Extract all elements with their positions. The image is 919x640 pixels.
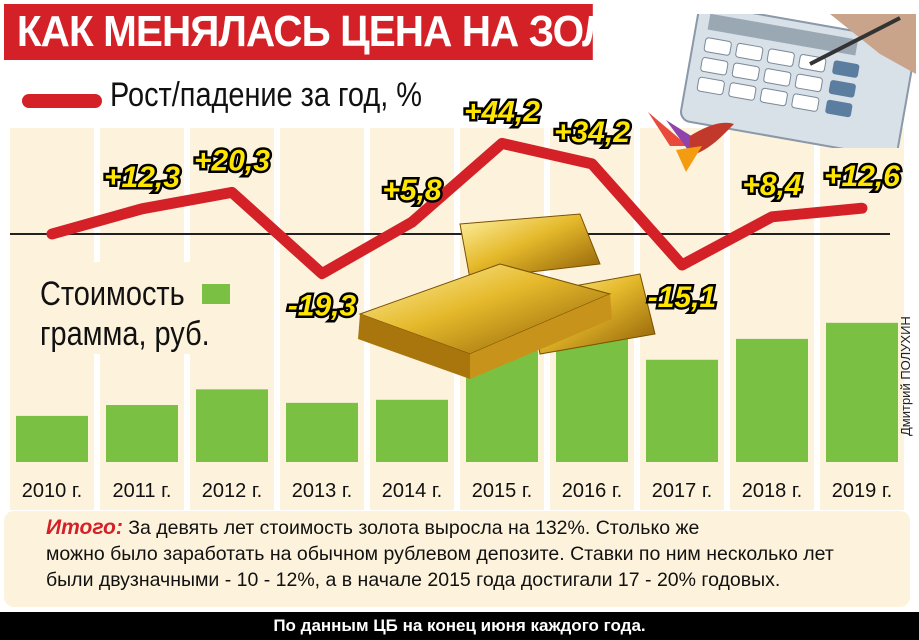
percent-label: +44,2 [464,95,540,128]
author-credit: Дмитрий ПОЛУХИН [898,316,913,436]
legend-line-label: Рост/падение за год, % [110,76,422,114]
x-tick-label: 2017 г. [652,480,712,502]
percent-label: +20,3 [194,144,270,177]
summary-line-1: За девять лет стоимость золота выросла н… [128,517,700,539]
bird-logo-icon [648,112,734,172]
summary-lead: Итого: [46,516,123,539]
summary-note: Итого: За девять лет стоимость золота вы… [4,511,910,607]
percent-labels: +12,3 +20,3 -19,3 +5,8 +44,2 +34,2 -15,1 +8,4 +1… [102,93,903,325]
legend-bar-box [26,262,216,354]
price-bar [106,405,178,462]
price-bar [826,322,898,462]
legend-line-swatch [22,94,102,108]
x-tick-label: 2012 г. [202,480,262,502]
percent-label: +8,4 [742,169,802,202]
price-bar [196,389,268,462]
x-tick-label: 2016 г. [562,480,622,502]
x-tick-label: 2013 г. [292,480,352,502]
calculator-icon [680,14,916,148]
percent-label: -15,1 [648,281,716,314]
summary-line-3: были двузначными - 10 - 12%, а в начале … [46,569,781,591]
source-footer: По данным ЦБ на конец июня каждого года. [0,612,919,640]
page-title: КАК МЕНЯЛАСЬ ЦЕНА НА ЗОЛОТО [4,4,695,60]
x-tick-label: 2010 г. [22,480,82,502]
price-bar [646,359,718,462]
line-series: +12,3 +20,3 -19,3 +5,8 +44,2 +34,2 -15,1 +8,4 +1… [46,93,903,325]
bar-series [16,316,898,462]
percent-label: +12,6 [824,160,900,193]
price-bar [736,338,808,462]
x-tick-label: 2018 г. [742,480,802,502]
growth-line [46,137,868,280]
legend-bar-label-line2: грамма, руб. [40,315,210,353]
percent-label: +12,3 [104,161,180,194]
x-tick-label: 2015 г. [472,480,532,502]
price-bar [16,415,88,462]
summary-line-2: можно было заработать на обычном рублево… [46,543,834,565]
x-tick-label: 2014 г. [382,480,442,502]
percent-label: -19,3 [288,290,357,323]
price-bar [286,402,358,462]
percent-label: +5,8 [382,174,442,207]
price-bar [376,399,448,462]
percent-label: +34,2 [554,116,630,149]
x-tick-label: 2011 г. [113,480,172,502]
x-tick-label: 2019 г. [832,480,892,502]
legend-bar-swatch [202,284,230,304]
x-axis-labels: 2010 г. 2011 г. 2012 г. 2013 г. 2014 г. 2015 … [22,480,892,502]
gold-bars-icon [358,213,656,379]
legend-bar-label-line1: Стоимость [40,275,185,313]
legend-bar-label: Стоимость грамма, руб. [40,274,210,354]
